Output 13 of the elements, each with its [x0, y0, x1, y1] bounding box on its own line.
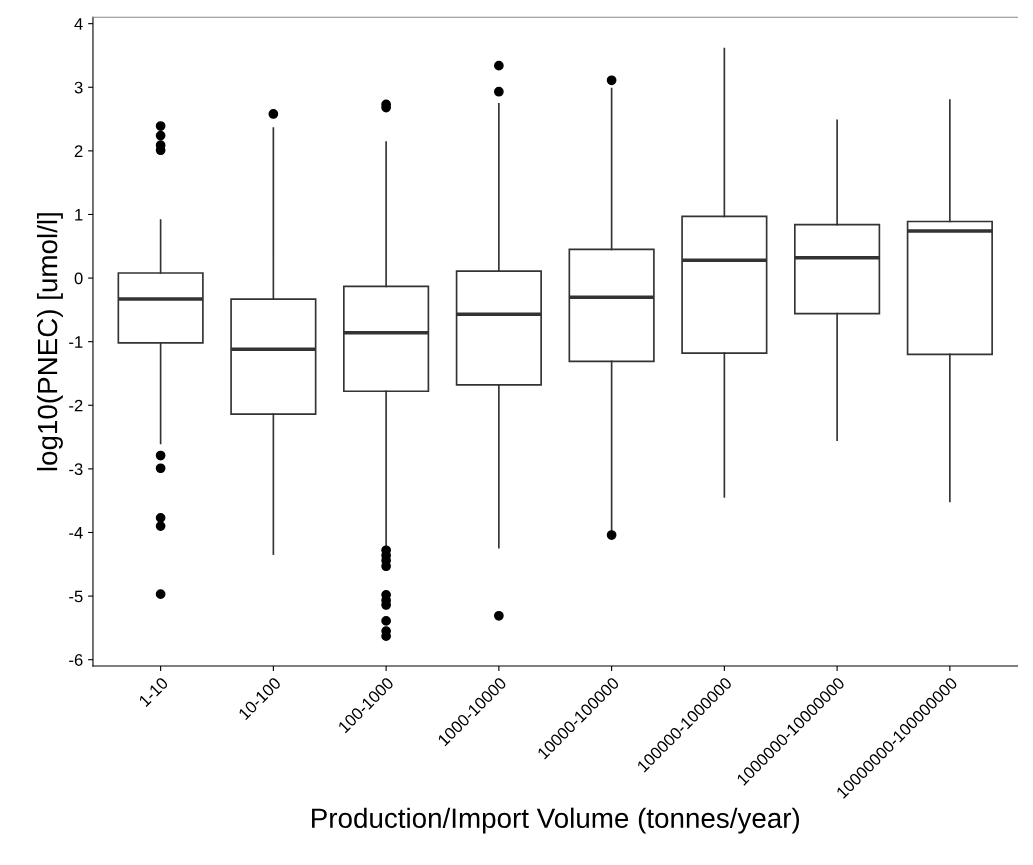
y-axis-title: log10(PNEC) [umol/l]: [36, 213, 63, 471]
x-axis-title: Production/Import Volume (tonnes/year): [312, 807, 800, 834]
y-tick-label: -2: [69, 399, 83, 412]
y-tick-label: -1: [69, 336, 83, 348]
y-tick-label: 2: [74, 145, 83, 157]
y-tick-label: -4: [69, 527, 83, 539]
y-tick-label: 0: [74, 272, 83, 285]
y-tick-label: -6: [69, 654, 83, 666]
y-tick-label: 4: [74, 18, 83, 30]
y-tick-label: -5: [69, 590, 83, 603]
y-tick-label: 1: [75, 209, 83, 221]
y-tick-label: -3: [69, 463, 83, 476]
y-tick-label: 3: [74, 81, 83, 94]
